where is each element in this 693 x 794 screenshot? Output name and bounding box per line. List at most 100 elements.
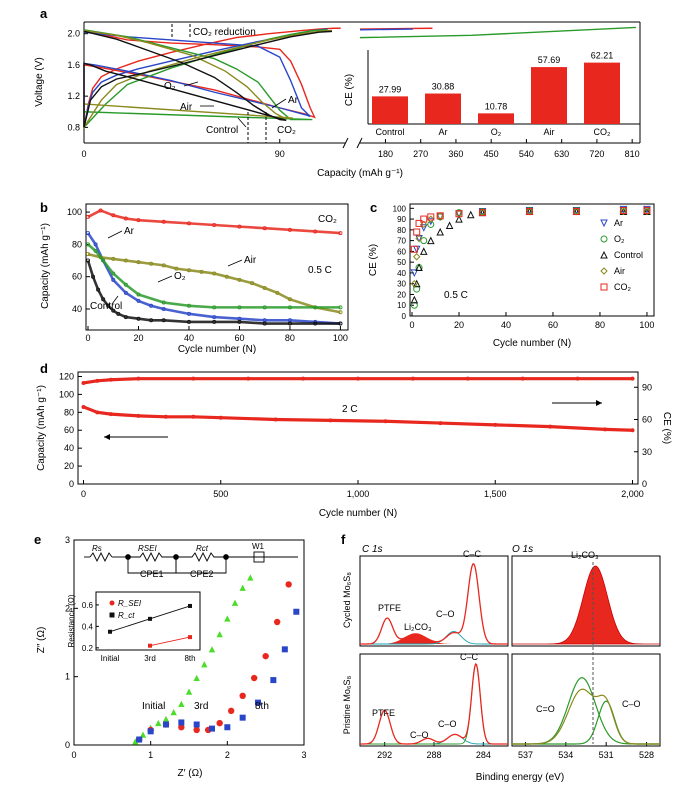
circuit-label-cpe1: CPE1	[140, 569, 164, 579]
data-point	[86, 231, 91, 236]
xps-envelope-cycled-c1s	[359, 563, 508, 645]
data-point	[575, 376, 580, 381]
bar-category-label: CO₂	[594, 127, 612, 137]
data-point	[237, 319, 242, 324]
nyquist-point-3rd	[273, 618, 281, 626]
nyquist-point-initial	[216, 631, 223, 638]
y-axis-label-b: Capacity (mAh g⁻¹)	[40, 223, 51, 309]
x-tick-label: 292	[377, 750, 392, 760]
ce-bar	[425, 93, 461, 124]
x-tick-label: 284	[476, 750, 491, 760]
data-point	[101, 297, 106, 302]
capacity-series-co2	[87, 209, 341, 235]
data-point	[356, 376, 360, 381]
y-tick-label: 100	[393, 204, 407, 213]
data-point	[111, 256, 116, 261]
nyquist-point-3rd	[193, 726, 200, 734]
xps-envelope-pristine-c1s	[359, 662, 508, 745]
data-point	[287, 305, 292, 310]
data-point	[93, 242, 98, 247]
peak-label-li2co3-c1s: Li₂CO₃	[404, 622, 432, 632]
x-axis-label-f: Binding energy (eV)	[476, 772, 564, 783]
data-point	[250, 281, 255, 286]
x-tick-label: 0	[85, 333, 90, 343]
ce-bar	[584, 62, 620, 124]
x-tick-label: 90	[275, 149, 285, 159]
data-point	[161, 300, 166, 305]
data-point	[116, 311, 121, 316]
data-point	[603, 427, 608, 432]
data-point	[163, 414, 168, 419]
data-point	[174, 266, 179, 271]
cpe2-branch	[175, 557, 227, 574]
pointer-arrow	[237, 117, 247, 128]
data-point	[520, 376, 525, 381]
data-point	[438, 421, 443, 426]
y-axis-label-c: CE (%)	[368, 244, 379, 276]
y-tick-label-right: 90	[642, 382, 652, 392]
x-tick-label: 1	[148, 750, 153, 760]
panel-d: Capacity (mAh g⁻¹) CE (%) Cycle number (…	[36, 371, 672, 519]
nyquist-point-8th	[239, 714, 246, 721]
data-point	[313, 229, 318, 234]
ce-point-co2	[413, 228, 421, 236]
data-point	[123, 258, 128, 263]
data-point	[246, 376, 251, 381]
x-tick-label: 0	[81, 489, 86, 499]
row-label-pristine: Pristine Mo₆S₈	[342, 676, 352, 735]
y-tick-label: 120	[59, 371, 74, 381]
data-point	[630, 428, 635, 433]
data-point	[136, 298, 141, 303]
nyquist-point-3rd	[227, 707, 235, 715]
panel-label-c: c	[370, 200, 377, 215]
ce-point-control	[455, 214, 463, 223]
x-tick-label: 534	[558, 750, 573, 760]
circuit-label-cpe2: CPE2	[190, 569, 214, 579]
y-axis-label-d: Capacity (mAh g⁻¹)	[36, 385, 47, 471]
panel-label-f: f	[341, 532, 346, 547]
data-point	[136, 376, 141, 381]
data-point	[224, 274, 229, 279]
curve-label-control: Control	[206, 125, 238, 136]
data-point	[212, 315, 217, 320]
data-point	[273, 417, 278, 422]
peak-label-li2co3-o1s: Li₂CO₃	[571, 550, 599, 560]
capacity-series-o2	[87, 243, 341, 309]
ce-bar	[372, 96, 408, 124]
ce-point-co2	[410, 245, 418, 253]
data-point	[237, 305, 242, 310]
plot-frame-e	[73, 539, 305, 746]
pointer-arrow	[107, 230, 123, 239]
x-tick-label: 3	[301, 750, 306, 760]
peak-label-ptfe-pristine: PTFE	[372, 708, 395, 718]
legend-marker	[600, 283, 608, 291]
ce-bar	[478, 113, 514, 124]
legend-c: Ar O₂ Control Air CO₂	[600, 218, 643, 292]
y-tick-label: 0	[402, 312, 407, 321]
peak-label-ptfe-cycled: PTFE	[378, 603, 401, 613]
data-point	[111, 277, 116, 282]
x-axis-label-c: Cycle number (N)	[493, 338, 571, 349]
data-point	[136, 316, 141, 321]
panel-c: CE (%) Cycle number (N) 0102030405060708…	[368, 203, 655, 349]
data-point	[81, 380, 86, 385]
legend-marker	[600, 250, 608, 259]
bar-value-label: 27.99	[379, 84, 402, 94]
inset-point	[188, 603, 192, 608]
y-tick-label: 1.2	[67, 91, 80, 101]
y-tick-label: 40	[72, 304, 82, 314]
data-point	[101, 258, 106, 263]
voltage-curve-long	[359, 28, 413, 31]
data-point	[98, 208, 103, 213]
y-tick-label: 90	[397, 215, 406, 224]
inset-x-tick-label: Initial	[101, 654, 120, 663]
nyquist-point-initial	[185, 688, 193, 695]
legend-label: Air	[614, 266, 625, 276]
data-point	[338, 310, 343, 315]
y-tick-label: 1.6	[67, 60, 80, 70]
data-point	[287, 227, 292, 232]
y-tick-label: 100	[67, 207, 82, 217]
y-tick-label: 70	[397, 237, 406, 246]
data-point	[123, 282, 128, 287]
